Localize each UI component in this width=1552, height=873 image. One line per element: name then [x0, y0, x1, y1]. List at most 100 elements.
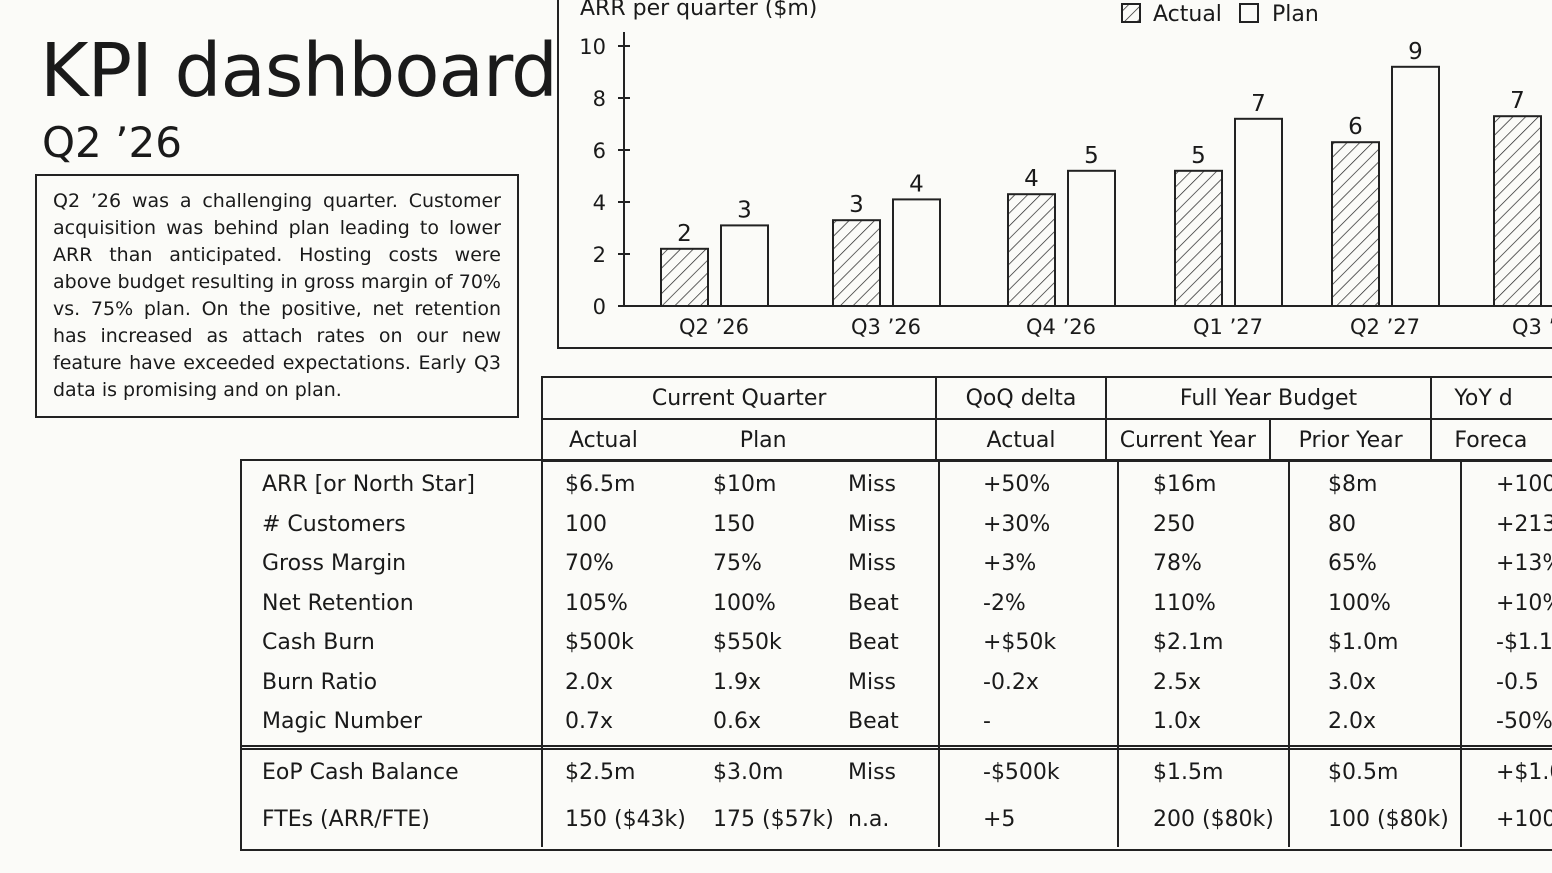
table-cell: 100%	[713, 590, 776, 616]
row-label: EoP Cash Balance	[262, 760, 459, 785]
table-cell: Miss	[848, 511, 897, 537]
table-cell: Miss	[848, 472, 897, 497]
table-cell: 100%	[1328, 590, 1391, 616]
bar-value-label: 9	[1408, 39, 1423, 65]
table-cell: -$500k	[983, 760, 1060, 785]
table-cell: $3.0m	[713, 760, 784, 785]
bar-value-label: 4	[1024, 166, 1039, 192]
table-cell: $500k	[565, 630, 634, 655]
bar-plan	[1391, 65, 1440, 307]
table-cell: 150 ($43k)	[565, 807, 686, 832]
table-cell: Beat	[848, 709, 899, 734]
table-cell: +$1.0	[1496, 760, 1552, 785]
table-cell: 175 ($57k)	[713, 807, 834, 832]
bar-actual	[1007, 193, 1056, 307]
row-label: ARR [or North Star]	[262, 472, 475, 497]
row-label: FTEs (ARR/FTE)	[262, 807, 430, 832]
table-cell: -2%	[983, 590, 1026, 616]
table-cell: Beat	[848, 630, 899, 655]
table-cell: 3.0x	[1328, 669, 1377, 695]
bar-value-label: 3	[737, 197, 752, 223]
bar-actual	[1174, 169, 1223, 307]
table-cell: $0.5m	[1328, 760, 1399, 785]
table-cell: 110%	[1153, 590, 1216, 616]
x-tick-label: Q2 ’27	[1350, 315, 1420, 339]
table-cell: Miss	[848, 551, 897, 576]
table-cell: +5	[983, 807, 1016, 832]
table-cell: $2.1m	[1153, 630, 1224, 655]
chart-legend: Actual Plan	[1121, 2, 1319, 27]
table-cell: +100	[1496, 472, 1552, 497]
y-tick-label: 6	[593, 139, 606, 163]
row-label: Burn Ratio	[262, 669, 378, 695]
table-cell: -0.5	[1496, 669, 1539, 695]
bar-value-label: 4	[909, 171, 924, 197]
table-cell: $10m	[713, 472, 777, 497]
kpi-table-body-frame	[240, 459, 1552, 750]
table-cell: n.a.	[848, 807, 890, 832]
bar-plan	[720, 224, 769, 307]
table-cell: +13%	[1496, 551, 1552, 576]
arr-bar-chart: ARR per quarter ($m) Actual Plan 0 2 4 6 8 10…	[579, 0, 1552, 339]
table-cell: 65%	[1328, 551, 1377, 576]
sub-prior-year: Prior Year	[1268, 418, 1433, 462]
table-cell: 100	[565, 511, 607, 537]
bar-value-label: 2	[677, 221, 692, 247]
table-cell: 2.0x	[1328, 709, 1377, 734]
table-cell: +30%	[983, 511, 1051, 537]
table-cell: +10%	[1496, 590, 1552, 616]
table-cell: 100 ($80k)	[1328, 807, 1449, 832]
table-cell: 250	[1153, 511, 1195, 537]
table-cell: 2.5x	[1153, 669, 1202, 695]
bar-actual	[1331, 141, 1380, 307]
bar-plan	[892, 198, 941, 307]
bar-plan	[1067, 169, 1116, 307]
bar-value-label: 6	[1348, 114, 1363, 140]
legend-plan-swatch	[1239, 3, 1259, 23]
table-cell: 70%	[565, 551, 614, 576]
table-cell: 200 ($80k)	[1153, 807, 1274, 832]
table-cell: $6.5m	[565, 472, 636, 497]
row-label: Cash Burn	[262, 630, 375, 655]
sub-current-year: Current Year	[1104, 418, 1271, 462]
group-current-quarter: Current Quarter	[540, 376, 938, 420]
table-cell: +213	[1496, 511, 1552, 537]
page-title: KPI dashboard	[40, 28, 558, 114]
y-tick-label: 8	[593, 87, 606, 111]
table-cell: $8m	[1328, 472, 1378, 497]
bar-plan	[1234, 117, 1283, 307]
x-tick-label: Q3 ’26	[851, 315, 921, 339]
table-cell: +3%	[983, 551, 1037, 576]
table-cell: 80	[1328, 511, 1356, 537]
row-label: # Customers	[262, 511, 406, 537]
kpi-table-header: Current Quarter QoQ delta Full Year Budg…	[540, 376, 1552, 462]
table-cell: 75%	[713, 551, 762, 576]
table-cell: -$1.1	[1496, 630, 1552, 655]
table-cell: 0.6x	[713, 709, 762, 734]
kpi-table-bottom-frame	[240, 745, 1552, 851]
y-tick-label: 10	[579, 35, 606, 59]
row-label: Magic Number	[262, 709, 423, 734]
chart-title: ARR per quarter ($m)	[580, 0, 817, 21]
table-cell: $16m	[1153, 472, 1217, 497]
table-cell: 1.0x	[1153, 709, 1202, 734]
chart-frame	[557, 0, 1552, 349]
table-cell: $1.0m	[1328, 630, 1399, 655]
legend-actual-swatch	[1121, 3, 1141, 23]
table-cell: 1.9x	[713, 669, 762, 695]
bar-value-label: 7	[1510, 88, 1525, 114]
table-cell: 105%	[565, 590, 628, 616]
legend-actual-label: Actual	[1153, 2, 1222, 27]
y-tick-label: 4	[593, 191, 606, 215]
bar-actual	[1493, 115, 1542, 307]
sub-plan: Plan	[711, 418, 845, 462]
bar-value-label: 7	[1251, 91, 1266, 117]
x-tick-label: Q4 ’26	[1026, 315, 1096, 339]
table-cell: +50%	[983, 472, 1051, 497]
page-subtitle: Q2 ’26	[42, 118, 182, 167]
x-tick-label: Q1 ’27	[1193, 315, 1263, 339]
sub-forecast: Foreca	[1430, 418, 1552, 462]
table-cell: +$50k	[983, 630, 1057, 655]
table-cell: 0.7x	[565, 709, 614, 734]
y-tick-label: 0	[593, 295, 606, 319]
